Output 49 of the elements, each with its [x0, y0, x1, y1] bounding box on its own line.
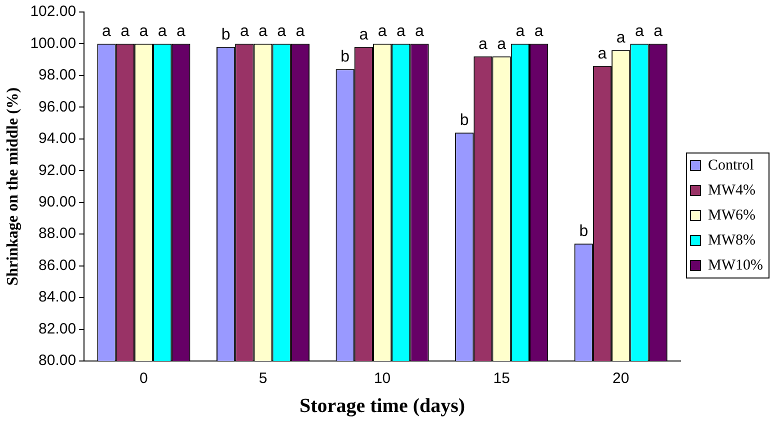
data-label: a [635, 23, 644, 40]
y-tick-label: 84.00 [38, 288, 76, 306]
data-label: a [102, 23, 112, 40]
data-label: a [176, 23, 186, 40]
data-label: a [534, 23, 544, 40]
legend-label: MW10% [708, 257, 764, 274]
y-tick-label: 90.00 [38, 194, 76, 211]
x-axis-title: Storage time (days) [300, 395, 466, 418]
legend-label: MW4% [708, 182, 756, 198]
data-label: a [120, 23, 130, 40]
data-label: a [158, 23, 167, 40]
data-label: b [460, 112, 469, 129]
legend-label: MW8% [708, 232, 756, 248]
legend-label: MW6% [708, 207, 756, 224]
data-label: a [654, 23, 663, 40]
data-label: a [415, 23, 424, 40]
x-tick-label: 5 [258, 370, 268, 388]
y-tick-label: 98.00 [38, 66, 76, 84]
y-tick-label: 102.00 [30, 3, 76, 20]
y-axis-title: Shrinkage on the middle (%) [4, 87, 22, 286]
data-label: a [359, 26, 368, 44]
legend-label: Control [708, 157, 754, 174]
data-label: a [277, 23, 286, 40]
data-label: a [396, 23, 406, 40]
y-tick-label: 100.00 [30, 34, 76, 52]
y-tick-label: 82.00 [38, 320, 76, 338]
x-tick-label: 10 [374, 370, 391, 388]
data-label: a [139, 23, 148, 40]
data-label: a [378, 23, 387, 40]
x-tick-label: 15 [493, 370, 510, 388]
data-label: a [240, 23, 249, 40]
data-label: a [516, 23, 525, 40]
y-tick-label: 96.00 [38, 98, 76, 116]
data-label: a [296, 23, 305, 40]
x-tick-label: 0 [140, 370, 148, 388]
data-label: a [258, 23, 268, 40]
data-label: a [478, 36, 488, 53]
x-tick-label: 20 [612, 370, 630, 388]
data-label: a [598, 45, 607, 62]
data-label: a [616, 29, 626, 46]
y-tick-label: 92.00 [38, 162, 76, 179]
y-tick-label: 80.00 [38, 352, 76, 370]
y-tick-label: 88.00 [38, 225, 76, 242]
y-tick-label: 94.00 [38, 130, 76, 148]
data-label: b [340, 48, 350, 66]
data-label: b [579, 223, 588, 240]
data-label: b [221, 26, 230, 44]
data-label: a [497, 36, 506, 53]
y-tick-label: 86.00 [38, 256, 76, 274]
